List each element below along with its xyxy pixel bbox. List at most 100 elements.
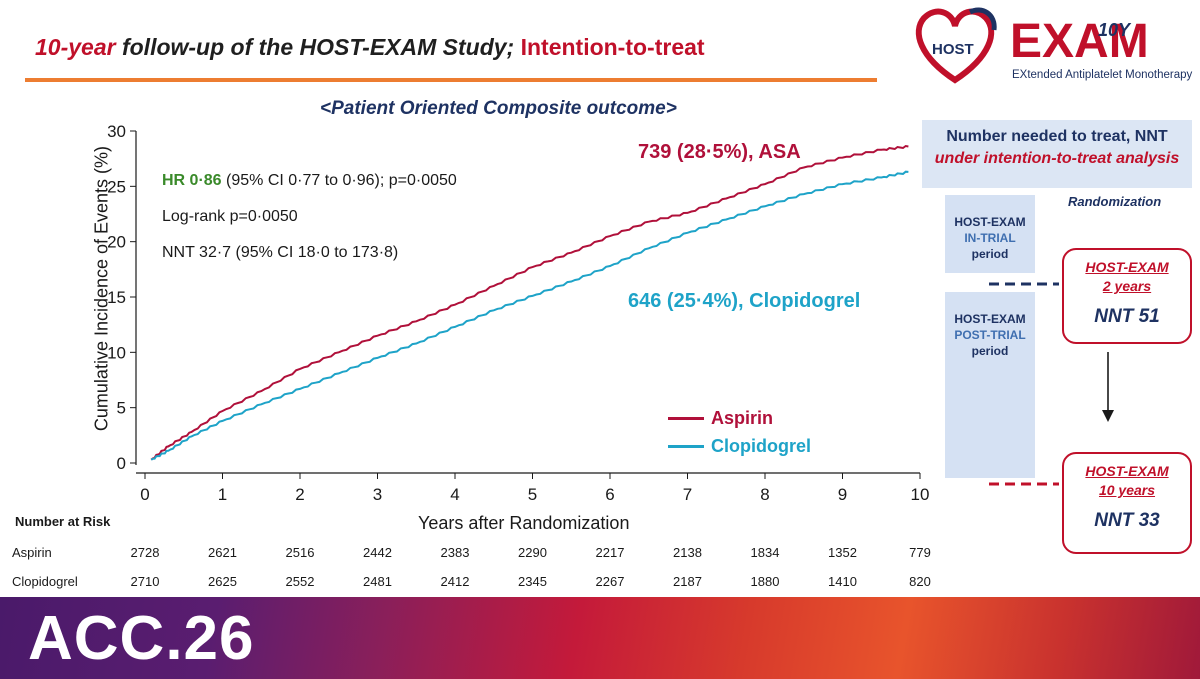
km-chart: 0 1 2 3 4 5 6 7 8 9 10 0 5 10 15 20 25 30	[107, 122, 929, 504]
risk-cell-clopidogrel: 2481	[363, 574, 392, 589]
box-10y-line2: 10 years	[1098, 482, 1156, 498]
x-tick-label: 6	[605, 485, 614, 504]
risk-table-header: Number at Risk	[15, 514, 111, 529]
intrial-period-bar	[945, 195, 1035, 273]
hr-ci: (95% CI 0·77 to 0·96); p=0·0050	[221, 172, 457, 189]
x-tick-label: 9	[838, 485, 847, 504]
risk-cell-clopidogrel: 1880	[750, 574, 780, 589]
risk-cell-clopidogrel: 2710	[130, 574, 160, 589]
y-tick-label: 15	[107, 288, 126, 307]
legend-clopidogrel: Clopidogrel	[668, 436, 811, 457]
risk-cell-aspirin: 2217	[595, 545, 625, 560]
nnt-panel-header: Number needed to treat, NNT under intent…	[922, 120, 1192, 188]
acc-banner-text: ACC.26	[28, 604, 255, 673]
nnt-text: NNT 32·7 (95% CI 18·0 to 173·8)	[162, 244, 399, 261]
risk-cell-aspirin: 1352	[828, 545, 857, 560]
x-tick-label: 7	[683, 485, 692, 504]
nnt-box-10-years: HOST-EXAM 10 years NNT 33	[1062, 452, 1192, 554]
nnt-panel-subtitle: under intention-to-treat analysis	[934, 150, 1180, 167]
acc-banner	[0, 597, 1200, 679]
slide-title: 10-year follow-up of the HOST-EXAM Study…	[35, 34, 705, 61]
y-tick-label: 25	[107, 177, 126, 196]
aspirin-end-label: 739 (28·5%), ASA	[638, 141, 801, 163]
risk-cell-aspirin: 2516	[285, 545, 315, 560]
posttrial-line2: POST-TRIAL	[954, 328, 1026, 342]
y-tick-label: 5	[117, 399, 126, 418]
risk-cell-clopidogrel: 2345	[518, 574, 547, 589]
x-axis-label: Years after Randomization	[418, 513, 630, 533]
y-tick-label: 10	[107, 343, 126, 362]
legend-swatch-aspirin	[668, 417, 704, 420]
y-ticks: 0 5 10 15 20 25 30	[107, 122, 136, 473]
title-highlight: 10-year	[35, 34, 116, 60]
risk-row-label-clopidogrel: Clopidogrel	[12, 574, 78, 589]
risk-cell-clopidogrel: 1410	[828, 574, 857, 589]
y-tick-label: 0	[117, 454, 126, 473]
box-2y-line2: 2 years	[1102, 278, 1152, 294]
heart-icon	[915, 8, 995, 84]
posttrial-period-bar	[945, 292, 1035, 478]
x-tick-label: 5	[528, 485, 537, 504]
risk-row-label-aspirin: Aspirin	[12, 545, 52, 560]
series-line-aspirin	[150, 144, 909, 461]
risk-cell-clopidogrel: 2412	[440, 574, 470, 589]
risk-cell-clopidogrel: 2625	[208, 574, 237, 589]
down-arrow-icon	[1102, 352, 1114, 422]
logo-tagline: EXtended Antiplatelet Monotherapy	[1012, 69, 1193, 81]
nnt-box-2-years: HOST-EXAM 2 years NNT 51	[1062, 248, 1192, 344]
series-lines	[150, 144, 909, 461]
risk-cell-aspirin: 2138	[673, 545, 702, 560]
title-underline	[25, 78, 877, 82]
intrial-line2: IN-TRIAL	[964, 231, 1016, 245]
risk-cell-aspirin: 2290	[518, 545, 547, 560]
chart-subtitle: <Patient Oriented Composite outcome>	[320, 98, 677, 119]
intrial-line1: HOST-EXAM	[954, 215, 1026, 229]
risk-cell-clopidogrel: 2187	[673, 574, 702, 589]
nnt-panel-title: Number needed to treat, NNT	[946, 128, 1168, 145]
posttrial-line3: period	[971, 344, 1009, 358]
legend-label-clopidogrel: Clopidogrel	[711, 436, 811, 456]
risk-cell-clopidogrel: 2552	[285, 574, 315, 589]
x-tick-label: 3	[373, 485, 382, 504]
title-itt: Intention-to-treat	[520, 34, 705, 60]
x-tick-label: 8	[760, 485, 769, 504]
clopidogrel-end-label: 646 (25·4%), Clopidogrel	[628, 290, 861, 312]
hazard-ratio-text: HR 0·86 (95% CI 0·77 to 0·96); p=0·0050	[162, 172, 457, 190]
box-2y-nnt: NNT 51	[1094, 306, 1160, 327]
logrank-text: Log-rank p=0·0050	[162, 208, 298, 225]
logo-exam-text: EXAM	[1010, 15, 1149, 68]
x-tick-label: 10	[911, 485, 930, 504]
risk-cell-aspirin: 2442	[363, 545, 392, 560]
box-2y-line1: HOST-EXAM	[1085, 259, 1169, 275]
risk-cell-aspirin: 2383	[440, 545, 470, 560]
randomization-label: Randomization	[1068, 194, 1162, 209]
title-middle: follow-up of the HOST-EXAM Study;	[115, 34, 521, 60]
risk-cell-clopidogrel: 2267	[595, 574, 625, 589]
x-tick-label: 2	[295, 485, 304, 504]
y-tick-label: 20	[107, 233, 126, 252]
x-tick-label: 1	[218, 485, 227, 504]
box-10y-nnt: NNT 33	[1094, 510, 1160, 531]
legend-aspirin: Aspirin	[668, 408, 773, 429]
legend-label-aspirin: Aspirin	[711, 408, 774, 428]
period-connectors	[989, 282, 1059, 486]
posttrial-period-label: HOST-EXAM POST-TRIAL period	[945, 311, 1035, 359]
risk-cell-aspirin: 779	[909, 545, 931, 560]
x-tick-label: 0	[140, 485, 149, 504]
intrial-period-label: HOST-EXAM IN-TRIAL period	[945, 214, 1035, 262]
hr-value: HR 0·86	[162, 172, 222, 189]
risk-cell-clopidogrel: 820	[909, 574, 931, 589]
logo-10y-text: 10Y	[1098, 20, 1132, 40]
logo-host-text: HOST	[932, 41, 974, 58]
legend-swatch-clopidogrel	[668, 445, 704, 448]
y-tick-label: 30	[107, 122, 126, 141]
risk-cell-aspirin: 1834	[750, 545, 780, 560]
series-line-clopidogrel	[150, 170, 909, 461]
risk-cell-aspirin: 2621	[208, 545, 237, 560]
x-tick-label: 4	[450, 485, 459, 504]
box-10y-line1: HOST-EXAM	[1085, 463, 1169, 479]
y-axis-label: Cumulative Incidence of Events (%)	[91, 145, 112, 432]
risk-cell-aspirin: 2728	[130, 545, 160, 560]
intrial-line3: period	[971, 247, 1009, 261]
x-ticks: 0 1 2 3 4 5 6 7 8 9 10	[140, 473, 929, 504]
